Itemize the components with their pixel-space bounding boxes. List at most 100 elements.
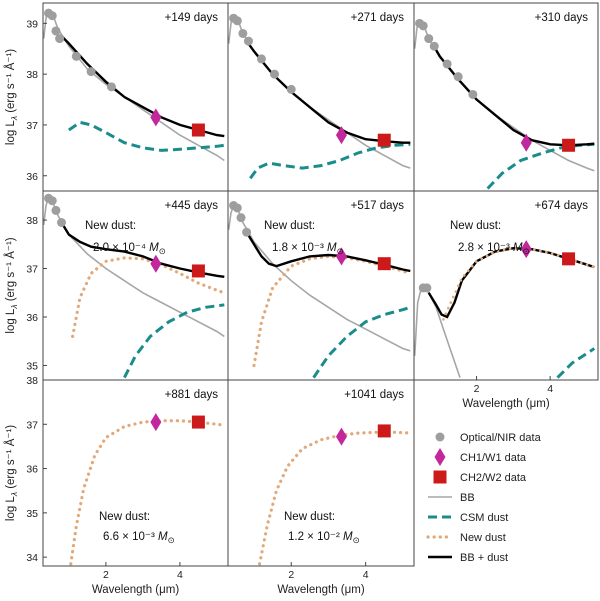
- x-tick-label: 2: [103, 569, 109, 581]
- legend-item-ch2: CH2/W2 data: [433, 470, 527, 484]
- x-tick-label: 2: [474, 383, 480, 395]
- bb-curve: [43, 9, 225, 162]
- new-dust-label: New dust:: [264, 220, 315, 232]
- bb-curve: [228, 204, 411, 352]
- optical-nir-point: [232, 16, 242, 26]
- new-dust-mass: 2.0 × 10⁻⁴ M⊙: [93, 242, 166, 256]
- plot-area: [414, 18, 595, 190]
- legend-label: BB + dust: [460, 552, 508, 564]
- y-tick-label: 38: [26, 215, 38, 227]
- new-dust-label: New dust:: [450, 220, 501, 232]
- new-dust-mass: 1.2 × 10⁻² M⊙: [288, 531, 360, 545]
- plot-area: [43, 193, 226, 379]
- panel-day-label: +674 days: [535, 200, 589, 212]
- optical-nir-point: [57, 218, 66, 227]
- plot-area: [228, 201, 412, 379]
- optical-nir-point: [86, 67, 96, 77]
- y-tick-label: 37: [26, 264, 38, 276]
- x-axis-title: Wavelength (μm): [277, 584, 365, 596]
- y-tick-label: 36: [26, 312, 38, 324]
- optical-nir-point: [429, 41, 439, 51]
- csm-dust-curve: [556, 347, 596, 379]
- new-dust-mass: 1.8 × 10⁻³ M⊙: [272, 242, 344, 256]
- optical-nir-point: [468, 89, 478, 99]
- plot-area: [258, 424, 412, 566]
- bb-plus-dust-curve: [245, 40, 411, 144]
- csm-dust-curve: [486, 142, 595, 190]
- optical-nir-point: [453, 72, 463, 82]
- y-tick-label: 39: [26, 18, 38, 30]
- ch2-w2-point: [191, 123, 205, 137]
- panel-day-label: +310 days: [535, 12, 589, 24]
- x-tick-label: 4: [547, 383, 553, 395]
- ch2-w2-point: [377, 257, 391, 271]
- optical-nir-point: [236, 213, 246, 223]
- ch2-w2-point: [377, 133, 391, 147]
- optical-nir-point: [238, 28, 248, 38]
- legend-label: Optical/NIR data: [460, 432, 542, 444]
- new-dust-label: New dust:: [99, 511, 150, 523]
- new-dust-mass: 6.6 × 10⁻³ M⊙: [103, 531, 175, 545]
- legend-label: CH1/W1 data: [460, 452, 527, 464]
- bb-plus-dust-curve: [431, 42, 595, 147]
- y-tick-label: 38: [26, 375, 38, 387]
- new-dust-label: New dust:: [85, 220, 136, 232]
- ch1-w1-point: [150, 413, 162, 432]
- y-axis-title: log Lλ (erg s⁻¹ Å⁻¹): [4, 237, 19, 333]
- optical-nir-point: [47, 196, 57, 206]
- ch2-w2-point: [562, 138, 576, 152]
- csm-dust-curve: [123, 303, 225, 379]
- optical-nir-point: [256, 54, 266, 64]
- new-dust-curve: [71, 256, 226, 338]
- panel-4: 35 36 37 38 log Lλ (erg s⁻¹ Å⁻¹) +445 days New…: [4, 190, 229, 381]
- optical-nir-point: [243, 36, 253, 46]
- csm-dust-curve: [312, 305, 411, 379]
- new-dust-curve: [258, 430, 412, 566]
- panel-frame: [413, 2, 599, 192]
- legend-label: BB: [460, 492, 475, 504]
- ch1-w1-point: [335, 427, 347, 446]
- x-axis-title: Wavelength (μm): [462, 398, 550, 410]
- optical-nir-point: [232, 203, 242, 213]
- optical-nir-point: [270, 69, 279, 79]
- legend-item-csm: CSM dust: [428, 512, 508, 524]
- ch1-w1-point: [520, 133, 532, 152]
- panel-day-label: +1041 days: [344, 389, 404, 401]
- panel-day-label: +271 days: [351, 12, 405, 24]
- optical-nir-point: [71, 51, 81, 61]
- legend-item-optical: Optical/NIR data: [435, 432, 542, 444]
- legend-item-ch1: CH1/W1 data: [434, 448, 527, 466]
- ch1-w1-point: [335, 126, 347, 145]
- panel-frame: [413, 190, 599, 381]
- optical-nir-point: [424, 34, 434, 44]
- plot-area: [414, 240, 596, 379]
- legend-item-newdust: New dust: [426, 532, 506, 544]
- x-axis-title: Wavelength (μm): [92, 584, 180, 596]
- y-tick-label: 38: [26, 69, 38, 81]
- ch2-w2-point: [191, 415, 205, 429]
- panel-6: 2 4 Wavelength (μm) +674 days New dust: 2.8 ×…: [413, 190, 599, 410]
- legend-marker: [435, 432, 445, 442]
- plot-area: [69, 413, 226, 566]
- legend-label: CSM dust: [460, 512, 508, 524]
- ch2-w2-point: [377, 424, 391, 438]
- optical-nir-point: [106, 82, 116, 92]
- ch1-w1-point: [150, 254, 162, 273]
- plot-area: [43, 8, 225, 162]
- optical-nir-point: [418, 21, 428, 31]
- y-tick-label: 35: [26, 508, 38, 520]
- panel-frame: [227, 190, 415, 381]
- panel-5: +517 days New dust: 1.8 × 10⁻³ M⊙: [227, 190, 415, 381]
- legend-item-bb: BB: [428, 492, 475, 504]
- ch1-w1-point: [335, 247, 347, 266]
- new-dust-curve: [252, 254, 412, 368]
- new-dust-mass: 2.8 × 10⁻³ M⊙: [458, 242, 530, 256]
- ch2-w2-point: [562, 252, 576, 266]
- optical-nir-point: [51, 205, 61, 215]
- ch1-w1-point: [150, 108, 162, 127]
- y-tick-label: 37: [26, 419, 38, 431]
- panel-day-label: +149 days: [165, 12, 219, 24]
- x-tick-label: 4: [177, 569, 183, 581]
- legend-marker: [433, 470, 447, 484]
